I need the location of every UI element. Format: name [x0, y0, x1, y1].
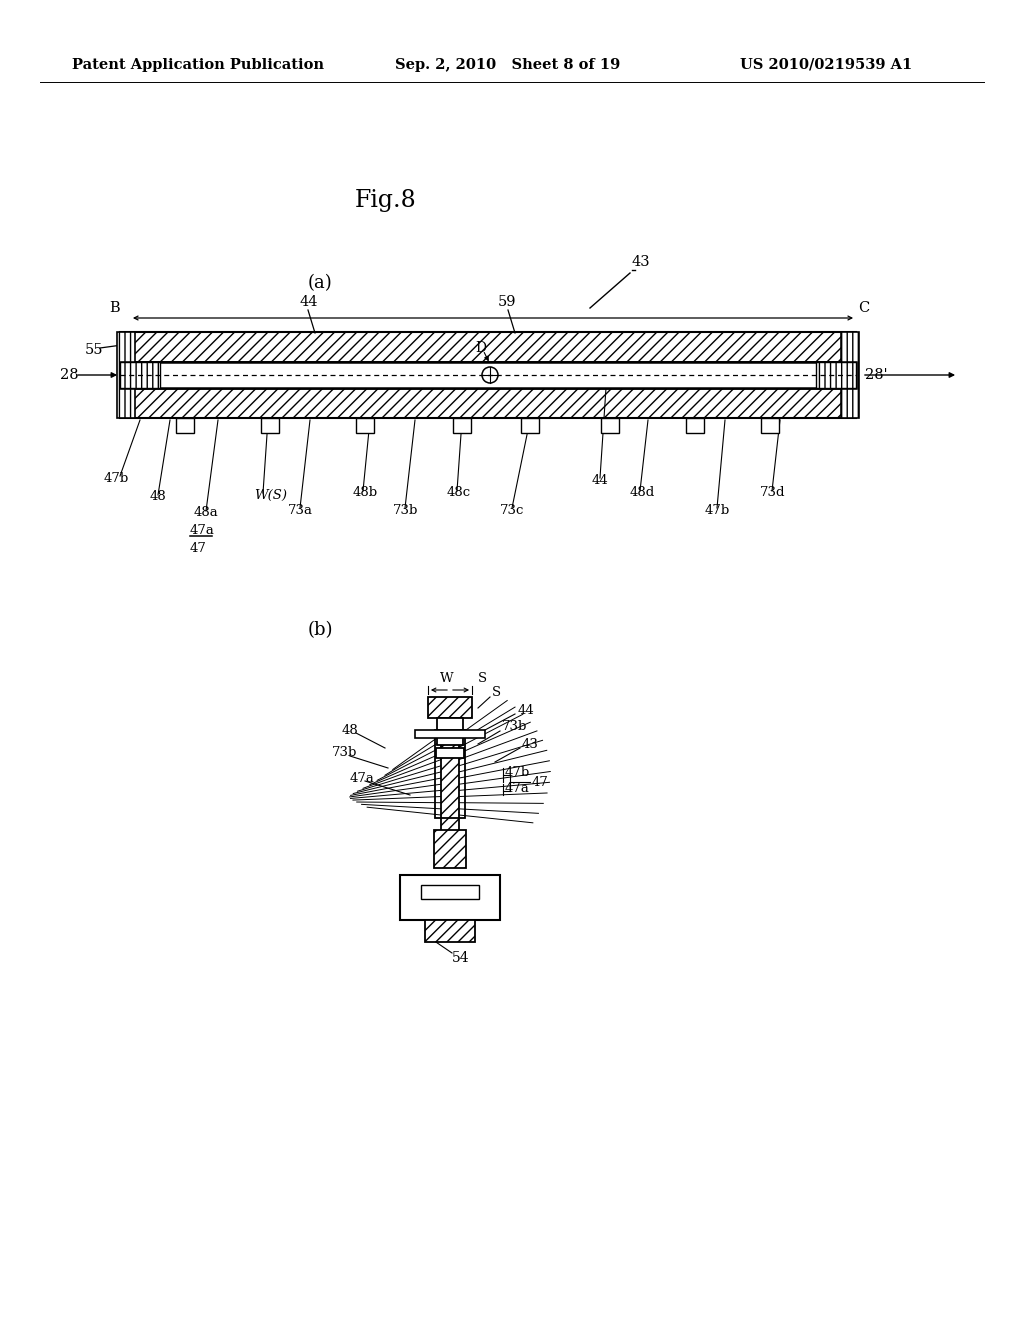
Bar [356, 418, 374, 433]
Text: 73a: 73a [288, 503, 313, 516]
Bar [120, 362, 160, 388]
Bar [415, 730, 485, 738]
Text: 48b: 48b [353, 487, 378, 499]
Text: 48: 48 [150, 491, 167, 503]
Text: 48c: 48c [447, 487, 471, 499]
Bar [521, 418, 539, 433]
Bar [120, 333, 856, 362]
Bar [120, 388, 856, 418]
Bar [428, 697, 472, 718]
Bar [437, 718, 463, 744]
Text: 48: 48 [342, 723, 358, 737]
Text: Sep. 2, 2010   Sheet 8 of 19: Sep. 2, 2010 Sheet 8 of 19 [395, 58, 621, 73]
Text: S: S [492, 686, 501, 700]
Bar [686, 418, 705, 433]
Bar [601, 418, 618, 433]
Text: US 2010/0219539 A1: US 2010/0219539 A1 [740, 58, 912, 73]
Bar [428, 697, 472, 718]
Text: 47: 47 [532, 776, 549, 788]
Bar [434, 830, 466, 869]
Text: 44: 44 [592, 474, 608, 487]
Text: 73c: 73c [500, 503, 524, 516]
Text: 73b: 73b [332, 746, 357, 759]
Text: 54: 54 [452, 950, 470, 965]
Text: 47: 47 [190, 541, 207, 554]
Text: Fig.8: Fig.8 [355, 189, 417, 211]
Text: 44: 44 [300, 294, 318, 309]
Bar [841, 333, 859, 418]
Text: B: B [110, 301, 120, 315]
Text: 59: 59 [498, 294, 516, 309]
Text: 44: 44 [518, 704, 535, 717]
Bar [761, 418, 779, 433]
Bar [436, 748, 464, 758]
Text: (a): (a) [308, 275, 333, 292]
Text: 47b: 47b [104, 471, 129, 484]
Bar [120, 362, 856, 388]
Text: (b): (b) [308, 620, 334, 639]
Text: D: D [475, 341, 486, 355]
Text: W(S): W(S) [254, 488, 287, 502]
Text: 47a: 47a [350, 771, 375, 784]
Bar [421, 884, 479, 899]
Bar [441, 718, 459, 865]
Text: 48d: 48d [630, 487, 655, 499]
Text: 55: 55 [85, 343, 103, 356]
Text: 43: 43 [522, 738, 539, 751]
Text: 47a: 47a [505, 781, 529, 795]
Bar [261, 418, 279, 433]
Text: 28: 28 [60, 368, 79, 381]
Text: 73b: 73b [502, 721, 527, 734]
Text: 47b: 47b [705, 503, 730, 516]
Bar [453, 418, 471, 433]
Bar [435, 730, 465, 818]
Bar [816, 362, 856, 388]
Text: 73d: 73d [760, 487, 785, 499]
Text: 43: 43 [632, 255, 650, 269]
Text: 47a: 47a [190, 524, 215, 536]
Text: 48a: 48a [194, 507, 219, 520]
Text: C: C [858, 301, 869, 315]
Bar [176, 418, 194, 433]
Bar [117, 333, 135, 418]
Text: S: S [478, 672, 487, 685]
Text: Patent Application Publication: Patent Application Publication [72, 58, 324, 73]
Bar [441, 718, 459, 865]
Bar [425, 920, 475, 942]
Bar [434, 830, 466, 869]
Text: 28': 28' [865, 368, 888, 381]
Text: 47b: 47b [505, 766, 530, 779]
Bar [400, 875, 500, 920]
Text: 73b: 73b [393, 503, 419, 516]
Text: W: W [440, 672, 454, 685]
